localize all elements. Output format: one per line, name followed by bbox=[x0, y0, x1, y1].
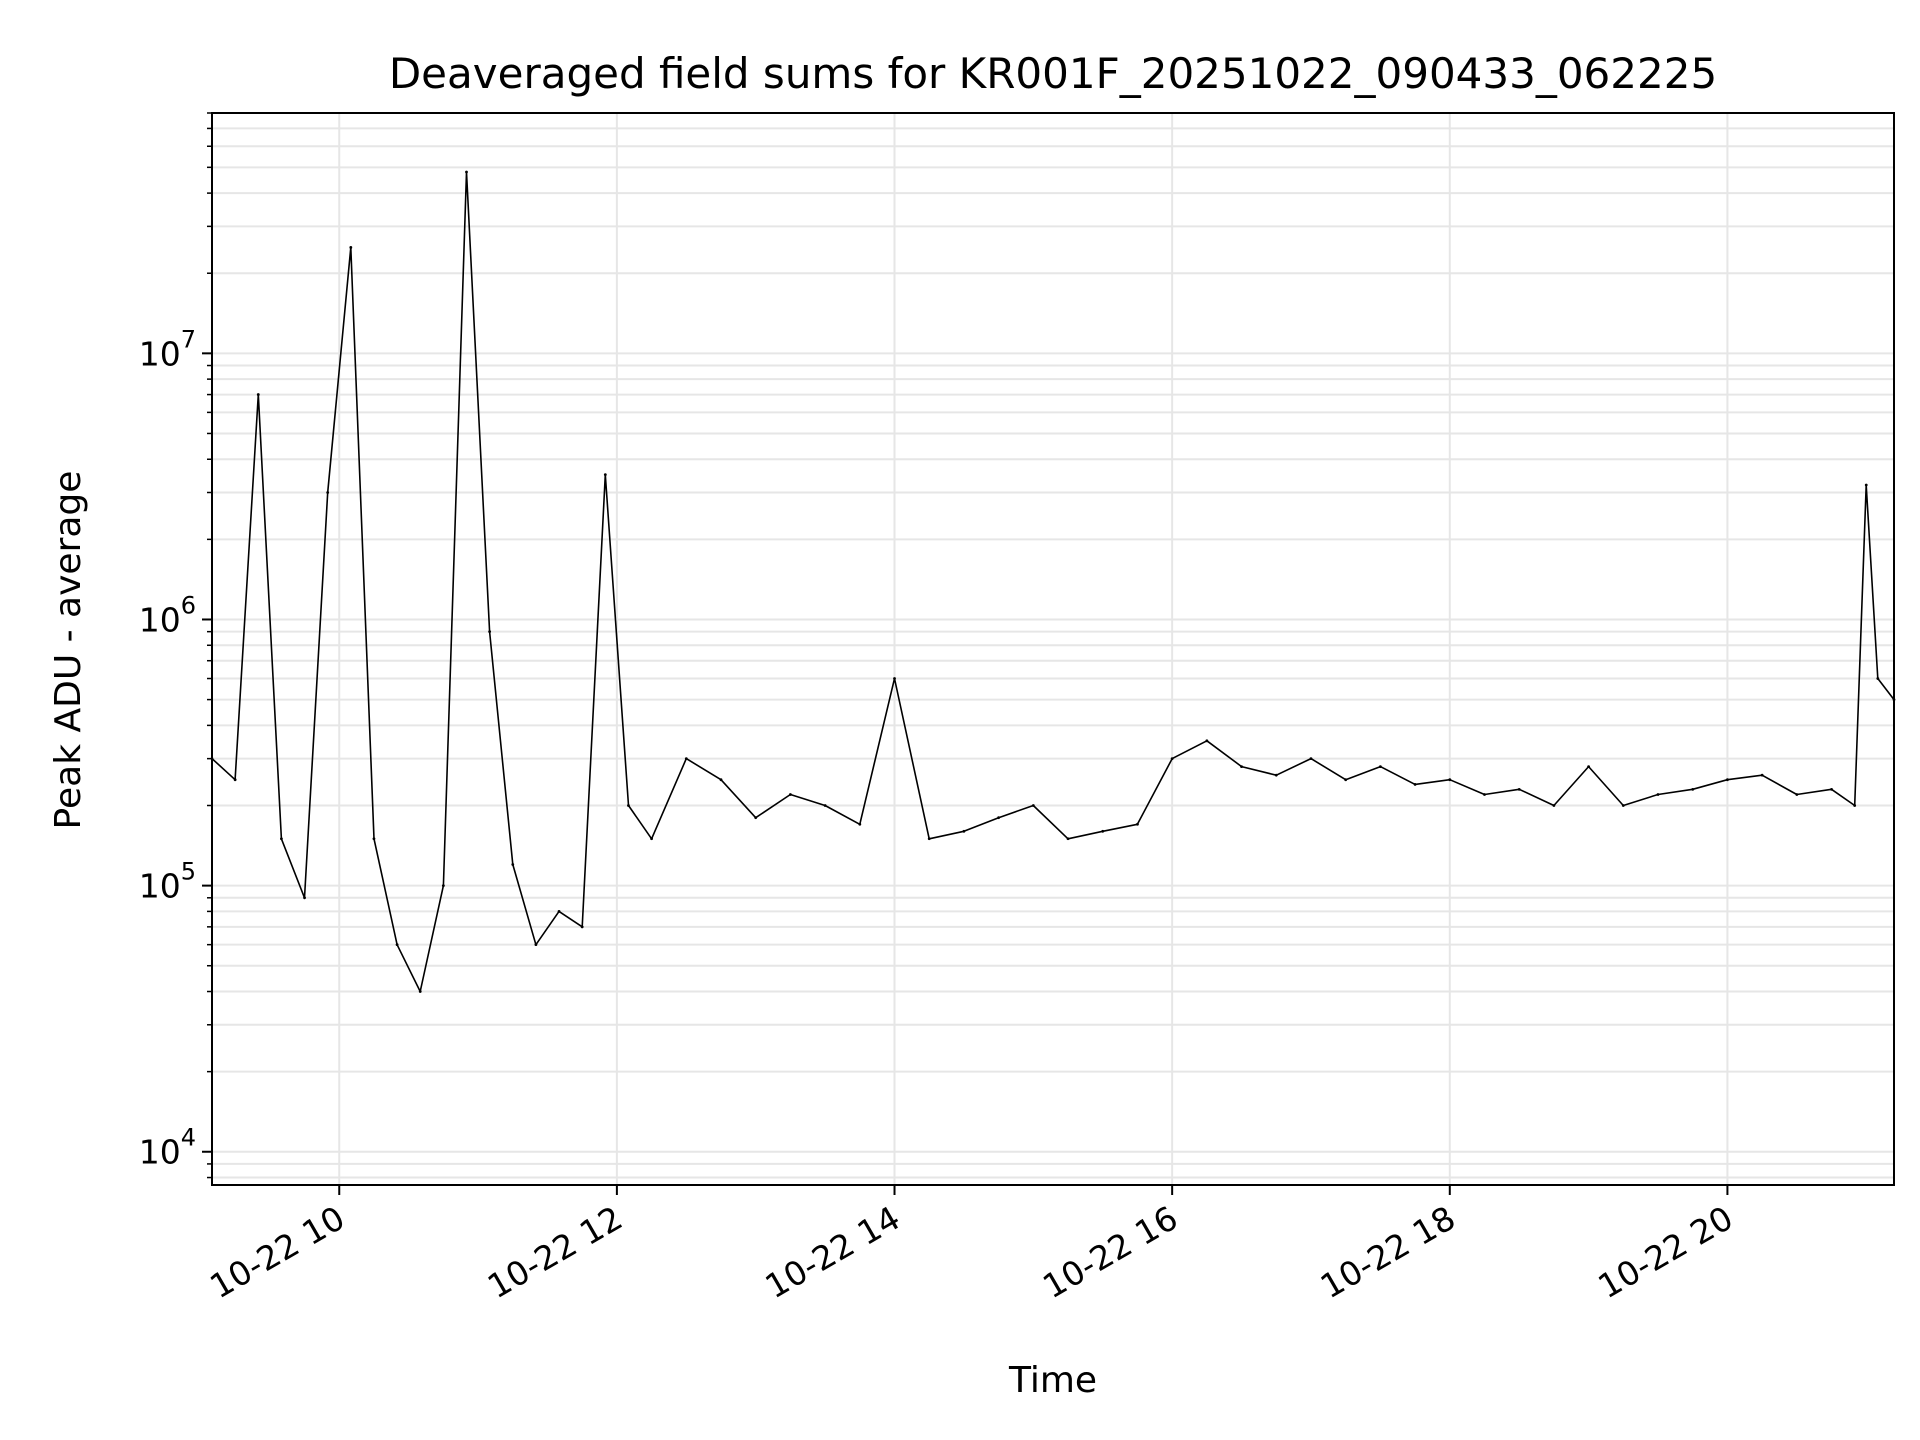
x-tick-label: 10-22 10 bbox=[203, 1198, 351, 1306]
x-tick-label: 10-22 16 bbox=[1036, 1198, 1184, 1306]
y-tick-label: 106 bbox=[139, 591, 196, 639]
data-point bbox=[372, 837, 376, 841]
data-point bbox=[580, 925, 584, 929]
data-point bbox=[326, 491, 330, 494]
data-point bbox=[1853, 804, 1857, 807]
data-point bbox=[1240, 765, 1243, 769]
data-point bbox=[1031, 804, 1035, 807]
data-point bbox=[1621, 804, 1625, 807]
data-point bbox=[349, 246, 353, 249]
data-point bbox=[1205, 739, 1209, 743]
x-axis-label: Time bbox=[1008, 1360, 1097, 1401]
y-tick-label: 105 bbox=[139, 858, 196, 906]
data-point bbox=[256, 393, 260, 396]
data-point bbox=[1378, 765, 1382, 769]
data-point bbox=[465, 170, 468, 174]
data-point bbox=[650, 837, 653, 841]
data-point bbox=[1587, 765, 1591, 769]
x-tick-label: 10-22 18 bbox=[1314, 1198, 1462, 1306]
data-point bbox=[303, 896, 306, 900]
series-line bbox=[211, 171, 1895, 993]
data-point bbox=[1795, 793, 1799, 796]
data-point bbox=[557, 910, 561, 913]
plot-frame bbox=[211, 112, 1895, 1186]
data-point bbox=[927, 837, 931, 841]
ticks: 104 105 106 107 10-22 10 10-22 12 10-22 14 10-2… bbox=[139, 112, 1739, 1306]
data-point bbox=[1274, 773, 1278, 777]
data-point bbox=[627, 804, 630, 807]
data-point bbox=[1344, 778, 1348, 782]
data-point bbox=[1656, 793, 1660, 796]
grid bbox=[212, 112, 1894, 1185]
data-point bbox=[1552, 804, 1556, 807]
data-point bbox=[893, 677, 896, 680]
data-point bbox=[1066, 837, 1070, 841]
data-point bbox=[823, 804, 827, 807]
data-layer bbox=[210, 170, 1896, 993]
y-axis-label: Peak ADU - average bbox=[48, 471, 89, 830]
data-point bbox=[1864, 483, 1868, 487]
x-tick-label: 10-22 20 bbox=[1591, 1198, 1739, 1306]
data-point bbox=[1309, 757, 1313, 761]
y-tick-label: 107 bbox=[139, 325, 196, 373]
data-point bbox=[441, 884, 445, 888]
x-tick-label: 10-22 12 bbox=[481, 1198, 629, 1306]
data-point bbox=[1830, 787, 1833, 791]
data-point bbox=[1760, 773, 1764, 777]
data-point bbox=[1170, 757, 1174, 761]
data-point bbox=[858, 822, 862, 826]
data-point bbox=[280, 837, 283, 841]
data-point bbox=[962, 829, 966, 833]
data-point bbox=[719, 778, 723, 782]
data-point bbox=[1136, 822, 1139, 826]
data-point bbox=[511, 863, 515, 866]
data-point bbox=[754, 816, 758, 820]
data-point bbox=[1726, 778, 1729, 782]
data-point bbox=[418, 990, 422, 993]
data-point bbox=[1876, 677, 1880, 680]
y-tick-label: 104 bbox=[139, 1124, 196, 1172]
data-point bbox=[1483, 793, 1486, 796]
chart-title: Deaveraged field sums for KR001F_2025102… bbox=[389, 49, 1717, 98]
data-point bbox=[395, 943, 399, 947]
data-point bbox=[488, 630, 492, 634]
data-point bbox=[534, 943, 538, 947]
data-point bbox=[1448, 778, 1452, 782]
x-tick-label: 10-22 14 bbox=[759, 1198, 907, 1306]
data-point bbox=[1517, 787, 1521, 791]
data-point bbox=[1691, 787, 1695, 791]
data-point bbox=[233, 778, 237, 782]
data-point bbox=[684, 757, 688, 761]
data-point bbox=[997, 816, 1001, 820]
data-point bbox=[789, 793, 792, 796]
data-point bbox=[603, 473, 607, 477]
data-point bbox=[1101, 829, 1105, 833]
data-point bbox=[1413, 783, 1417, 786]
